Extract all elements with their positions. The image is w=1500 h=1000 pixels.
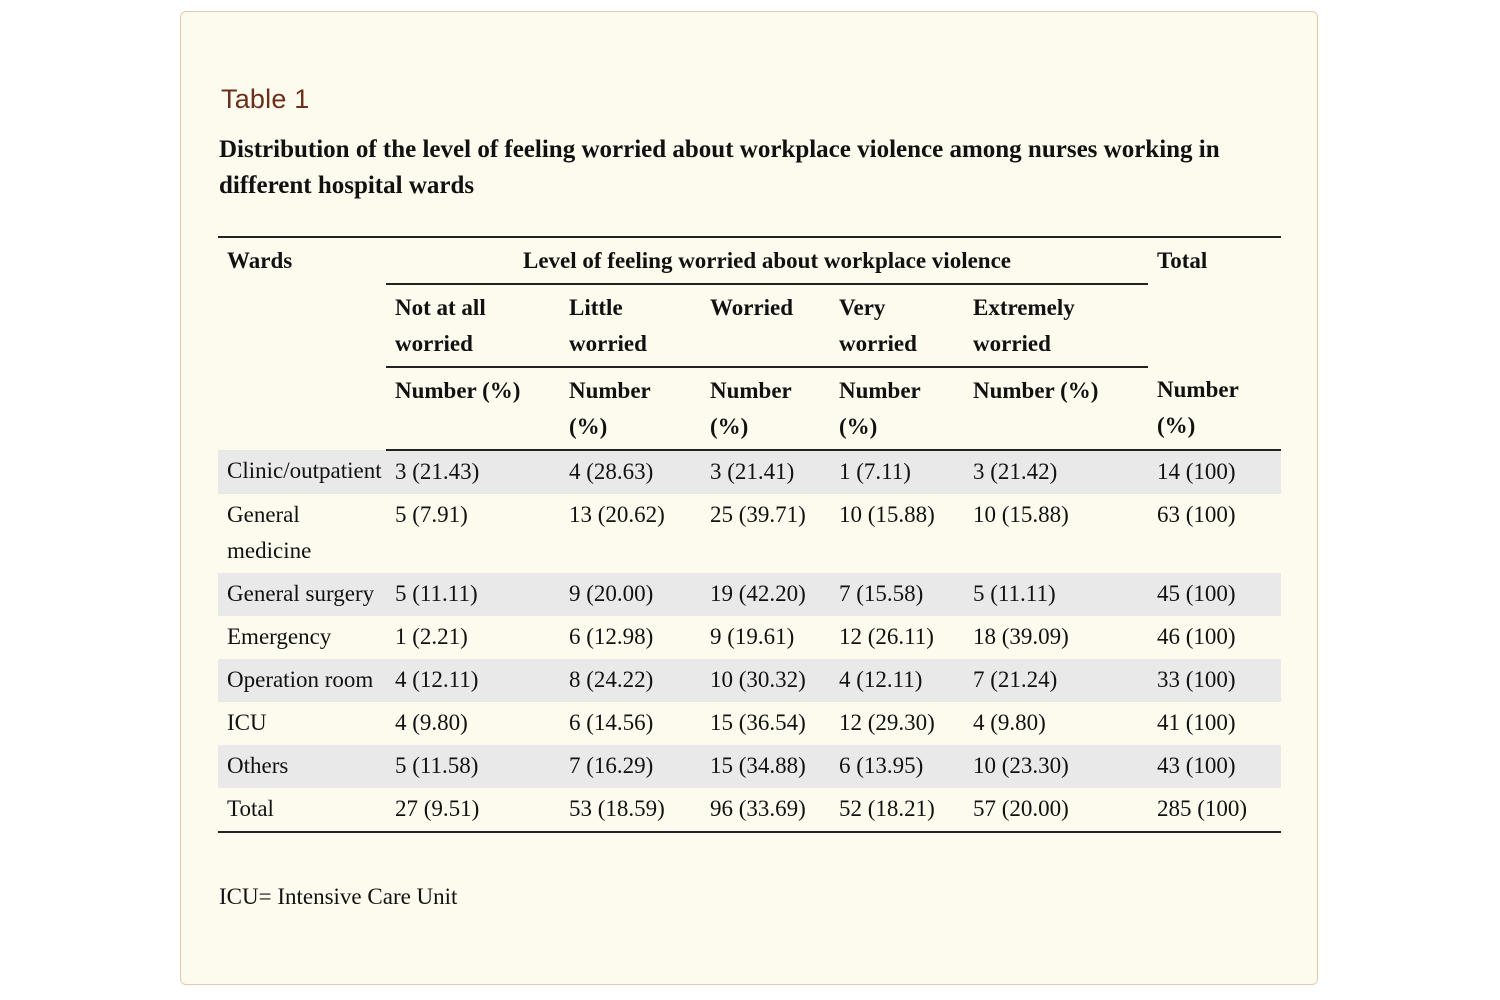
table-row: General medicine 5 (7.91) 13 (20.62) 25 (39… xyxy=(218,494,1281,573)
value-cell: 4 (28.63) xyxy=(560,450,701,494)
value-cell: 15 (34.88) xyxy=(701,745,830,788)
ward-cell: General surgery xyxy=(218,573,386,616)
value-cell: 52 (18.21) xyxy=(830,788,964,833)
value-cell: 57 (20.00) xyxy=(964,788,1149,833)
value-cell: 12 (26.11) xyxy=(839,624,934,649)
header-unit: Number (%) xyxy=(701,367,830,451)
header-level-group: Level of feeling worried about workplace… xyxy=(386,236,1149,285)
table-row: Emergency 1 (2.21) 6 (12.98) 9 (19.61) 12 (2… xyxy=(218,616,1281,659)
value-cell: 5 (7.91) xyxy=(395,502,468,527)
ward-cell: Total xyxy=(218,788,386,833)
value-cell: 10 (15.88) xyxy=(973,502,1069,527)
value-cell: 4 (12.11) xyxy=(386,659,560,702)
header-level-worried: Worried xyxy=(701,284,830,368)
header-unit: Number (%) xyxy=(830,367,964,451)
table-row: ICU 4 (9.80) 6 (14.56) 15 (36.54) 12 (29.30)… xyxy=(218,702,1281,745)
value-cell: 10 (15.88) xyxy=(839,502,935,527)
data-table: Wards Level of feeling worried about wor… xyxy=(218,236,1282,833)
value-cell: 10 (30.32) xyxy=(701,659,830,702)
table-row: General surgery 5 (11.11) 9 (20.00) 19 (42.… xyxy=(218,573,1282,616)
value-cell: 7 (16.29) xyxy=(560,745,701,788)
value-cell: 3 (21.41) xyxy=(701,450,830,494)
header-unit: Number (%) xyxy=(1148,367,1282,451)
table-row: Others 5 (11.58) 7 (16.29) 15 (34.88) 6 (13.… xyxy=(218,745,1282,788)
table-footnote: ICU= Intensive Care Unit xyxy=(219,884,458,909)
value-cell: 6 (13.95) xyxy=(830,745,964,788)
value-cell: 8 (24.22) xyxy=(560,659,701,702)
value-cell: 7 (15.58) xyxy=(830,573,964,616)
value-cell: 13 (20.62) xyxy=(569,502,665,527)
header-unit: Number (%) xyxy=(560,367,701,451)
value-cell: 96 (33.69) xyxy=(701,788,830,833)
value-cell: 19 (42.20) xyxy=(701,573,830,616)
header-wards: Wards xyxy=(218,236,386,450)
value-cell: 5 (11.11) xyxy=(386,573,560,616)
table-card: Table 1 Distribution of the level of fee… xyxy=(180,11,1318,985)
value-cell: 53 (18.59) xyxy=(560,788,701,833)
header-unit: Number (%) xyxy=(386,367,560,451)
value-cell: 4 (12.11) xyxy=(830,659,964,702)
value-cell: 5 (11.58) xyxy=(386,745,560,788)
value-cell: 43 (100) xyxy=(1148,745,1282,788)
value-cell: 18 (39.09) xyxy=(973,624,1069,649)
table-row: Clinic/outpatient 3 (21.43) 4 (28.63) 3 (21… xyxy=(218,450,1282,494)
value-cell: 9 (19.61) xyxy=(710,624,795,649)
value-cell: 7 (21.24) xyxy=(964,659,1149,702)
ward-cell: Emergency xyxy=(227,624,332,649)
ward-cell: ICU xyxy=(227,710,267,735)
ward-cell: General medicine xyxy=(227,502,312,563)
ward-cell: Clinic/outpatient xyxy=(218,450,386,494)
value-cell: 27 (9.51) xyxy=(386,788,560,833)
header-total: Total xyxy=(1148,236,1282,367)
header-level-extremely: Extremely worried xyxy=(964,284,1149,368)
header-unit: Number (%) xyxy=(964,367,1149,451)
value-cell: 33 (100) xyxy=(1148,659,1282,702)
table-label: Table 1 xyxy=(221,84,310,114)
value-cell: 4 (9.80) xyxy=(395,710,468,735)
header-level-very: Very worried xyxy=(830,284,964,368)
ward-cell: Operation room xyxy=(218,659,386,702)
value-cell: 12 (29.30) xyxy=(839,710,935,735)
value-cell: 4 (9.80) xyxy=(973,710,1046,735)
ward-cell: Others xyxy=(218,745,386,788)
value-cell: 14 (100) xyxy=(1148,450,1282,494)
value-cell: 1 (7.11) xyxy=(830,450,964,494)
value-cell: 9 (20.00) xyxy=(560,573,701,616)
value-cell: 285 (100) xyxy=(1148,788,1282,833)
value-cell: 6 (12.98) xyxy=(569,624,654,649)
value-cell: 25 (39.71) xyxy=(710,502,806,527)
value-cell: 15 (36.54) xyxy=(710,710,806,735)
value-cell: 3 (21.43) xyxy=(386,450,560,494)
value-cell: 3 (21.42) xyxy=(964,450,1149,494)
value-cell: 45 (100) xyxy=(1148,573,1282,616)
table-row: Operation room 4 (12.11) 8 (24.22) 10 (30.3… xyxy=(218,659,1282,702)
value-cell: 1 (2.21) xyxy=(395,624,468,649)
value-cell: 63 (100) xyxy=(1157,502,1236,527)
header-level-not-at-all: Not at all worried xyxy=(386,284,560,368)
value-cell: 46 (100) xyxy=(1157,624,1236,649)
table-caption: Distribution of the level of feeling wor… xyxy=(219,136,1220,199)
value-cell: 41 (100) xyxy=(1157,710,1236,735)
value-cell: 10 (23.30) xyxy=(964,745,1149,788)
table-row: Total 27 (9.51) 53 (18.59) 96 (33.69) 52 (18… xyxy=(218,788,1282,833)
value-cell: 5 (11.11) xyxy=(964,573,1149,616)
table-body: Clinic/outpatient 3 (21.43) 4 (28.63) 3 (21… xyxy=(218,450,1282,833)
value-cell: 6 (14.56) xyxy=(569,710,654,735)
header-level-little: Little worried xyxy=(560,284,701,368)
